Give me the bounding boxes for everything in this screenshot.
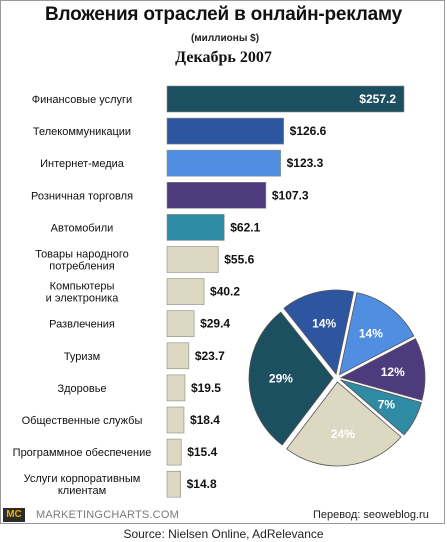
bar-category-label-6: Компьютеры и электроника <box>46 281 120 305</box>
pie-slice-0 <box>338 292 415 376</box>
bar-value-label-11: $15.4 <box>187 445 217 459</box>
pie-slice-label-1: 12% <box>381 365 405 379</box>
bar-value-label-10: $18.4 <box>190 413 220 427</box>
bar-9 <box>166 374 186 402</box>
bar-value-label-8: $23.7 <box>195 349 225 363</box>
bar-category-label-5: Товары народного потребления <box>35 249 129 273</box>
bar-category-label-3: Розничная торговля <box>31 190 133 202</box>
bar-category-label-10: Общественные службы <box>22 415 143 427</box>
bar-category-label-8: Туризм <box>64 351 100 363</box>
bar-5 <box>166 246 219 273</box>
bar-0 <box>166 85 405 113</box>
bar-value-label-7: $29.4 <box>200 317 230 331</box>
pie-slice-4 <box>248 311 334 446</box>
bar-2 <box>166 149 281 177</box>
bar-value-label-6: $40.2 <box>210 285 240 299</box>
bar-value-label-9: $19.5 <box>191 381 221 395</box>
pie-slice-5 <box>283 289 355 376</box>
bar-chart: Финансовые услуги $257.2 Телекоммуникации $… <box>13 85 405 498</box>
bar-10 <box>166 406 185 434</box>
bar-category-label-7: Развлечения <box>49 319 115 331</box>
bar-category-label-0: Финансовые услуги <box>32 94 132 106</box>
pie-slice-label-0: 14% <box>359 326 383 340</box>
chart-title: Вложения отраслей в онлайн-рекламу <box>44 4 402 25</box>
bar-value-label-0: $257.2 <box>359 92 396 106</box>
bar-category-label-1: Телекоммуникации <box>33 126 131 138</box>
bar-category-label-12: Услуги корпоративным клиентам <box>24 473 141 497</box>
bar-value-label-1: $126.6 <box>290 124 327 138</box>
bar-category-label-4: Автомобили <box>51 222 114 234</box>
bar-11 <box>166 438 182 466</box>
pie-slice-label-4: 29% <box>269 372 293 386</box>
bar-8 <box>166 342 190 370</box>
pie-chart: 14% 12% 7% 24% 29% 14% <box>248 289 426 467</box>
bar-6 <box>166 278 205 305</box>
chart-canvas: Финансовые услуги $257.2 Телекоммуникации $… <box>13 85 426 498</box>
brand-text: MARKETINGCHARTS.COM <box>36 509 179 521</box>
translation-credit: Перевод: seoweblog.ru <box>313 509 429 521</box>
bar-value-label-12: $14.8 <box>187 477 217 491</box>
bar-category-label-2: Интернет-медиа <box>40 158 125 170</box>
pie-slice-3 <box>286 381 402 467</box>
bar-category-label-9: Здоровье <box>57 383 106 395</box>
bar-value-label-2: $123.3 <box>287 156 324 170</box>
pie-slice-2 <box>340 379 422 436</box>
chart-period: Декабрь 2007 <box>175 49 272 66</box>
bar-12 <box>166 470 181 498</box>
pie-slice-label-2: 7% <box>378 398 396 412</box>
bar-1 <box>166 117 284 145</box>
bar-value-label-5: $55.6 <box>224 253 254 267</box>
chart-subtitle: (миллионы $) <box>190 33 260 44</box>
bar-7 <box>166 310 195 338</box>
marketingcharts-logo: MC <box>3 508 25 522</box>
pie-slice-label-3: 24% <box>331 427 355 441</box>
bar-value-label-4: $62.1 <box>230 220 260 234</box>
bar-3 <box>166 182 267 209</box>
bar-category-label-11: Программное обеспечение <box>13 447 152 459</box>
bar-value-label-3: $107.3 <box>272 188 309 202</box>
source-note: Source: Nielsen Online, AdRelevance <box>123 527 324 541</box>
pie-slice-label-5: 14% <box>312 316 336 330</box>
bar-4 <box>166 214 225 241</box>
pie-slice-1 <box>339 338 426 401</box>
